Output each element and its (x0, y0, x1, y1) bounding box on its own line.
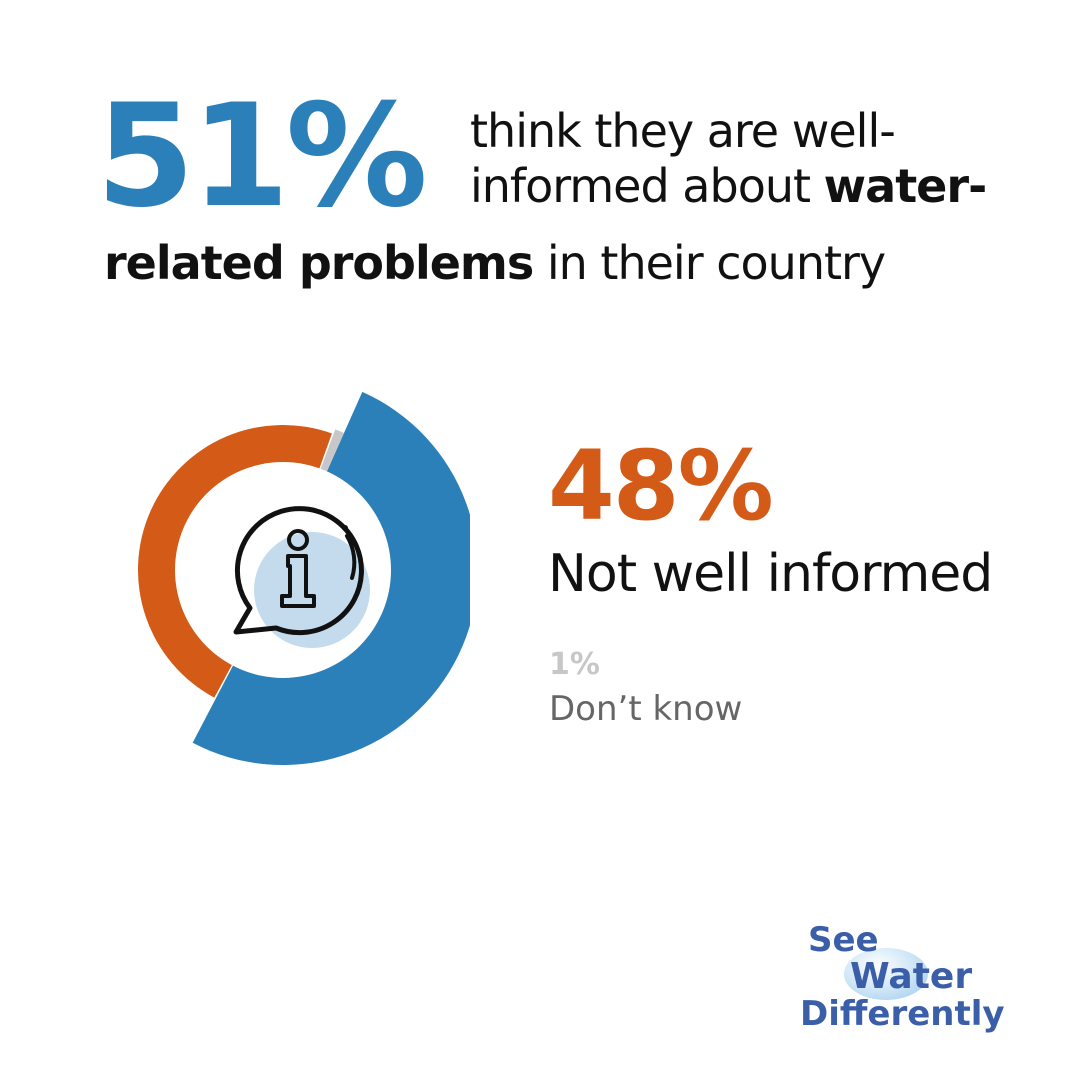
see-water-differently-logo: See Water Differently (800, 918, 1040, 1038)
not-informed-label: Not well informed (548, 544, 993, 604)
headline-percentage: 51% (96, 74, 428, 239)
bubble-highlight-dot (342, 525, 348, 531)
info-stem (280, 554, 316, 608)
not-informed-percentage: 48% (548, 430, 774, 542)
slice-not-well-informed (138, 425, 332, 698)
headline-line-3-bold: related problems (104, 236, 534, 290)
dont-know-percentage: 1% (549, 647, 600, 682)
slice-dont-know (319, 429, 345, 475)
headline-line-2: informed about water- (470, 159, 988, 214)
donut-slices (138, 391, 470, 765)
bubble-highlight-arc (345, 534, 357, 580)
donut-chart (138, 391, 470, 765)
headline-line-3-regular: in their country (533, 236, 886, 290)
logo-line-1: See (808, 920, 879, 960)
speech-bubble-outline (233, 506, 364, 636)
info-speech-bubble-icon (233, 506, 370, 648)
water-drop-icon (844, 948, 928, 1000)
headline-line-1: think they are well- (470, 104, 896, 158)
headline-line-2-regular: informed about (470, 159, 824, 213)
headline-line-3: related problems in their country (104, 236, 886, 291)
slice-well-informed (192, 391, 470, 765)
headline-text: think they are well- informed about wate… (470, 104, 988, 214)
logo-line-2: Water (850, 956, 973, 997)
dont-know-label: Don’t know (549, 689, 743, 729)
info-dot (287, 529, 309, 551)
headline-line-2-bold: water- (823, 159, 988, 213)
logo-line-3: Differently (800, 994, 1005, 1034)
